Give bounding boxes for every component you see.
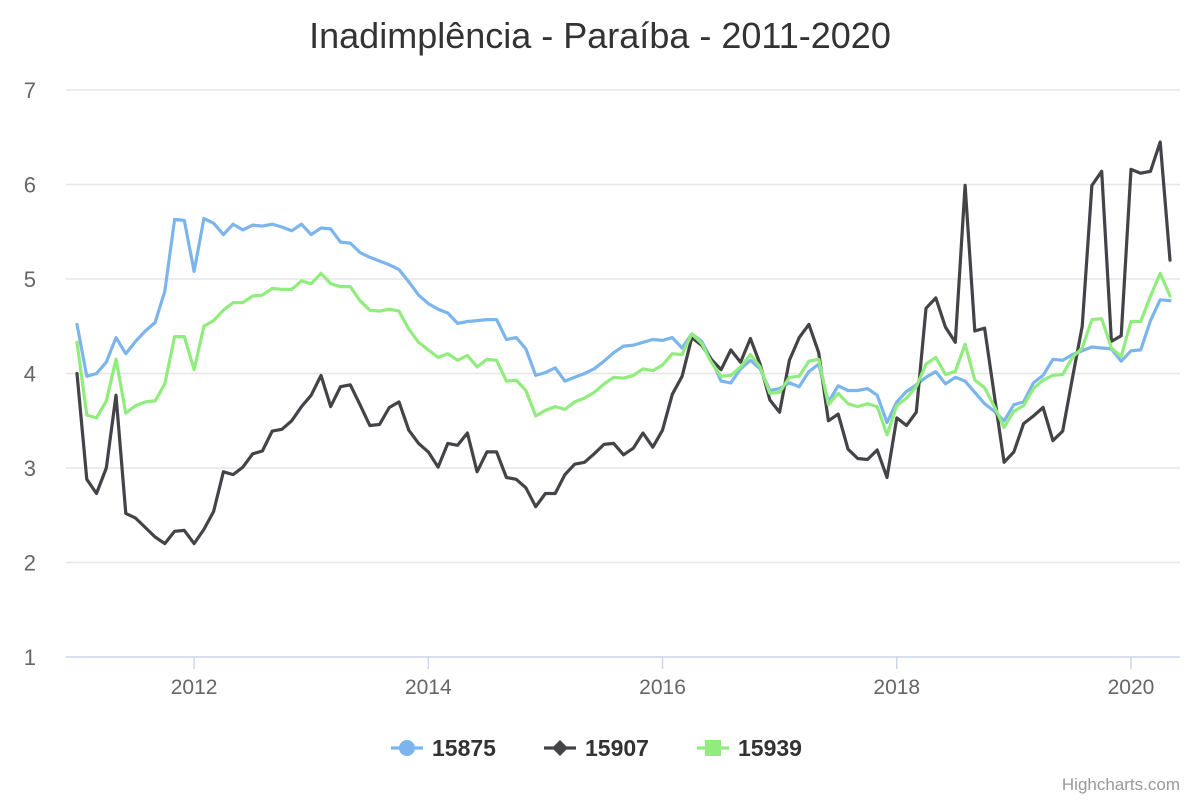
- square-marker-icon: [705, 740, 721, 756]
- y-tick-label: 3: [24, 456, 36, 481]
- chart-title: Inadimplência - Paraíba - 2011-2020: [309, 15, 891, 56]
- y-tick-label: 4: [24, 362, 36, 387]
- credits-label[interactable]: Highcharts.com: [1062, 775, 1180, 794]
- gridlines: [66, 89, 1180, 564]
- legend-label: 15907: [585, 735, 649, 761]
- y-tick-label: 5: [24, 267, 36, 292]
- y-tick-label: 7: [24, 78, 36, 103]
- y-tick-label: 2: [24, 551, 36, 576]
- x-tick-label: 2012: [171, 676, 218, 699]
- x-tick-label: 2020: [1108, 676, 1155, 699]
- x-tick-label: 2016: [639, 676, 686, 699]
- series-line-15939[interactable]: [75, 271, 1172, 437]
- legend-label: 15939: [738, 735, 802, 761]
- x-axis: 2012 2014 2016 2018 2020: [66, 656, 1180, 699]
- legend: 15875 15907 15939: [391, 735, 802, 761]
- circle-marker-icon: [399, 740, 415, 756]
- y-tick-label: 6: [24, 173, 36, 198]
- legend-item-15939[interactable]: 15939: [697, 735, 802, 761]
- legend-item-15907[interactable]: 15907: [544, 735, 649, 761]
- x-tick-label: 2014: [405, 676, 452, 699]
- series-line-15875[interactable]: [75, 216, 1172, 425]
- diamond-marker-icon: [552, 740, 568, 756]
- y-axis-labels: 1 2 3 4 5 6 7: [24, 78, 36, 670]
- y-tick-label: 1: [24, 645, 36, 670]
- legend-label: 15875: [432, 735, 496, 761]
- x-tick-label: 2018: [873, 676, 920, 699]
- legend-item-15875[interactable]: 15875: [391, 735, 496, 761]
- series-line-15907[interactable]: [75, 140, 1172, 546]
- series-lines: [75, 140, 1172, 546]
